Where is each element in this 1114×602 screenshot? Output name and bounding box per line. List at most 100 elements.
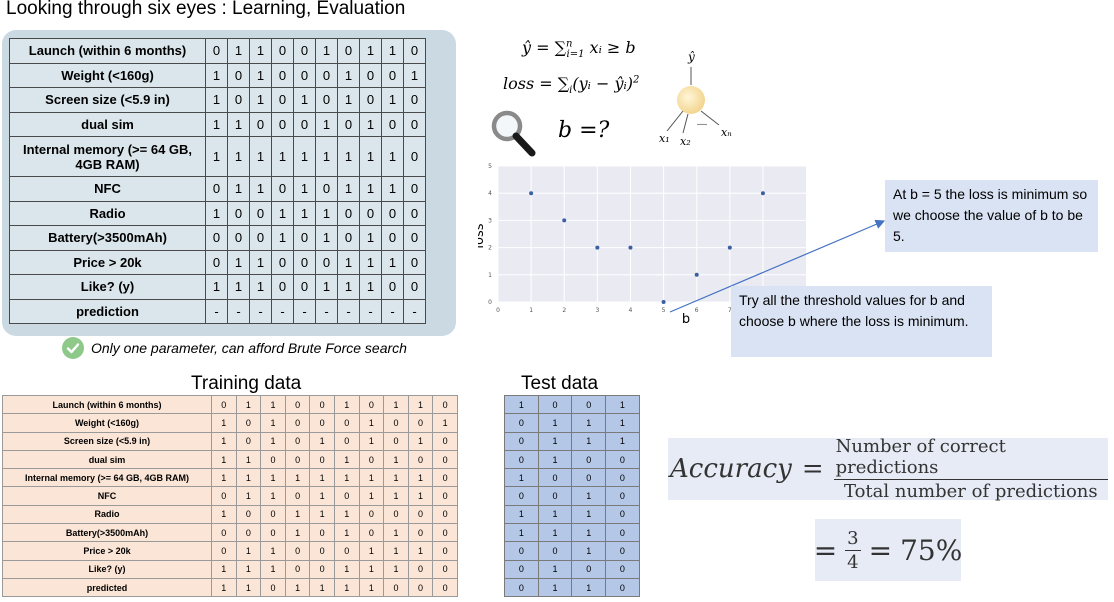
test-cell: 0 — [504, 541, 539, 561]
neuron-input-1: x₁ — [659, 132, 670, 145]
training-cell: 1 — [383, 394, 409, 415]
feature-row-label: dual sim — [9, 111, 206, 137]
training-cell: 1 — [309, 504, 335, 525]
test-cell: 0 — [504, 431, 539, 451]
training-data-table: Launch (within 6 months) 0 1 1 0 0 1 0 1 1 0 Weight… — [2, 394, 458, 598]
training-cell: 0 — [333, 541, 360, 561]
page-title: Looking through six eyes : Learning, Eva… — [6, 0, 406, 19]
feature-row-label: Battery(>3500mAh) — [9, 225, 206, 251]
training-cell: 1 — [358, 431, 385, 451]
test-cell: 0 — [605, 541, 640, 561]
training-data-heading: Training data — [191, 373, 302, 394]
training-row-label: predicted — [2, 577, 212, 598]
test-cell: 0 — [537, 486, 573, 506]
test-cell: 1 — [571, 541, 607, 561]
feature-cell: 0 — [381, 62, 404, 88]
training-cell: 0 — [284, 486, 311, 506]
feature-cell: 1 — [227, 38, 250, 64]
training-cell: 1 — [260, 394, 286, 415]
feature-cell: 0 — [403, 38, 426, 64]
test-cell: 1 — [504, 504, 539, 525]
test-cell: 1 — [537, 523, 573, 543]
data-point — [529, 191, 534, 196]
table-row: Weight (<160g) 1 0 1 0 0 0 1 0 0 1 — [9, 62, 426, 88]
feature-cell: 1 — [271, 200, 294, 226]
training-cell: 1 — [235, 486, 262, 506]
training-cell: 0 — [309, 523, 335, 543]
training-row-label: Launch (within 6 months) — [2, 394, 212, 415]
feature-cell: - — [227, 298, 250, 324]
training-cell: 0 — [432, 394, 458, 415]
training-cell: 1 — [284, 468, 311, 488]
feature-row-label: Weight (<160g) — [9, 62, 206, 88]
y-tick-label: 4 — [488, 190, 492, 197]
test-cell: 0 — [605, 577, 640, 598]
feature-cell: - — [205, 298, 228, 324]
feature-cell: - — [403, 298, 426, 324]
feature-row-label: Screen size (<5.9 in) — [9, 87, 206, 113]
check-icon — [62, 337, 84, 359]
result-denominator: 4 — [847, 551, 859, 573]
brute-force-text: Only one parameter, can afford Brute For… — [91, 340, 407, 356]
feature-cell: 0 — [271, 274, 294, 300]
feature-cell: 1 — [205, 111, 228, 137]
table-row: predicted 1 1 0 1 1 1 1 0 0 0 — [2, 577, 458, 598]
feature-cell: 0 — [337, 200, 360, 226]
feature-cell: 1 — [205, 274, 228, 300]
feature-cell: 1 — [315, 225, 338, 251]
training-row-label: Screen size (<5.9 in) — [2, 431, 212, 451]
training-cell: 1 — [383, 541, 409, 561]
training-cell: 1 — [407, 394, 434, 415]
training-cell: 0 — [432, 468, 458, 488]
training-cell: 1 — [284, 577, 311, 598]
feature-cell: 0 — [337, 225, 360, 251]
feature-cell: 0 — [293, 111, 316, 137]
feature-cell: 1 — [381, 136, 404, 177]
result-fraction: 3 4 — [845, 528, 861, 573]
feature-cell: 0 — [403, 274, 426, 300]
table-row: NFC 0 1 1 0 1 0 1 1 1 0 — [9, 176, 426, 202]
training-cell: 0 — [284, 413, 311, 433]
magnifier-icon — [491, 110, 536, 157]
feature-cell: 0 — [205, 176, 228, 202]
feature-row-label: Internal memory (>= 64 GB, 4GB RAM) — [9, 136, 206, 177]
feature-cell: 0 — [205, 249, 228, 275]
training-cell: 0 — [407, 577, 434, 598]
training-cell: 0 — [235, 504, 262, 525]
test-cell: 0 — [537, 468, 573, 488]
test-cell: 0 — [504, 413, 539, 433]
feature-cell: 0 — [293, 274, 316, 300]
test-cell: 1 — [605, 413, 640, 433]
feature-cell: 0 — [293, 225, 316, 251]
feature-cell: 1 — [293, 136, 316, 177]
table-row: Like? (y) 1 1 1 0 0 1 1 1 0 0 — [9, 274, 426, 300]
test-cell: 1 — [571, 504, 607, 525]
training-cell: 0 — [407, 413, 434, 433]
training-cell: 0 — [333, 486, 360, 506]
table-row: Radio 1 0 0 1 1 1 0 0 0 0 — [2, 504, 458, 525]
feature-cell: 0 — [271, 111, 294, 137]
training-cell: 0 — [235, 413, 262, 433]
test-cell: 1 — [571, 431, 607, 451]
training-row-label: Battery(>3500mAh) — [2, 523, 212, 543]
x-tick-label: 4 — [629, 307, 633, 314]
feature-cell: 0 — [337, 38, 360, 64]
training-cell: 1 — [235, 468, 262, 488]
test-cell: 1 — [571, 413, 607, 433]
test-cell: 1 — [571, 523, 607, 543]
callout-try-thresholds: Try all the threshold values for b and c… — [731, 286, 992, 357]
data-point — [562, 218, 567, 223]
feature-cell: 1 — [227, 136, 250, 177]
feature-cell: 1 — [381, 38, 404, 64]
feature-cell: 1 — [337, 136, 360, 177]
training-cell: 0 — [309, 394, 335, 415]
test-cell: 1 — [605, 394, 640, 415]
training-cell: 1 — [260, 559, 286, 579]
feature-cell: 0 — [293, 249, 316, 275]
x-tick-label: 0 — [496, 307, 500, 314]
x-tick-label: 3 — [595, 307, 599, 314]
table-row: Internal memory (>= 64 GB, 4GB RAM) 1 1 1 1 1… — [2, 468, 458, 488]
